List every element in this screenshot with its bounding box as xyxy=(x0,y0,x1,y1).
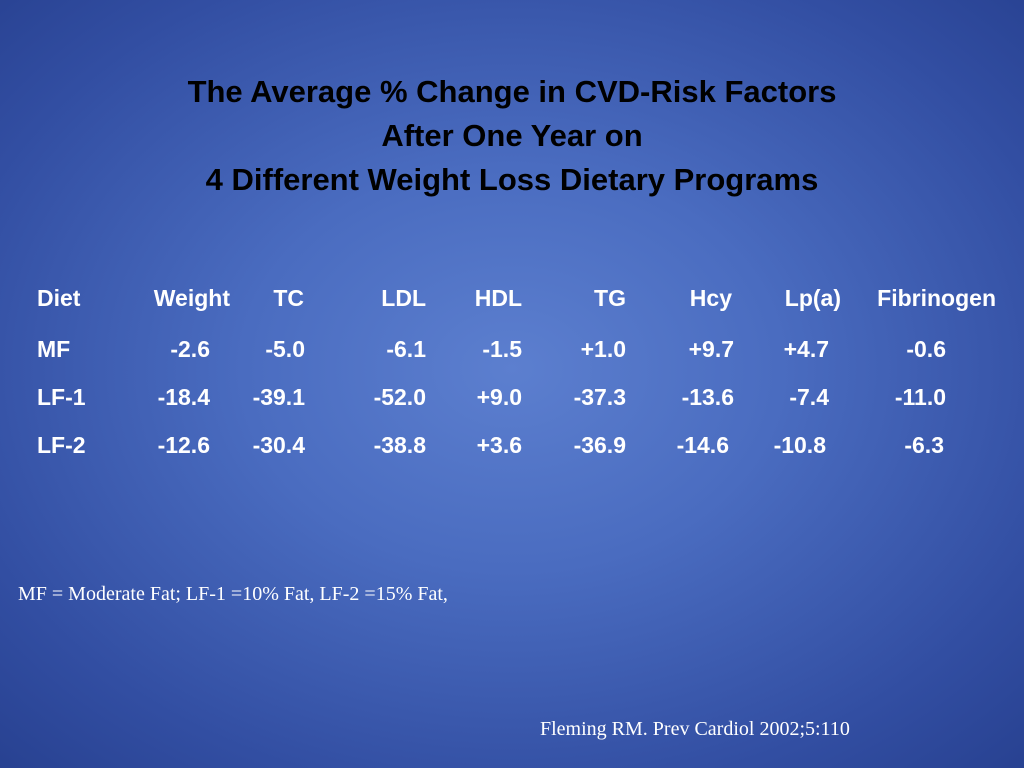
cell-hcy: -14.6 xyxy=(676,432,729,458)
abbreviation-footnote: MF = Moderate Fat; LF-1 =10% Fat, LF-2 =… xyxy=(18,583,448,605)
cell-hcy: -13.6 xyxy=(681,384,734,410)
header-hcy: Hcy xyxy=(689,285,732,311)
cell-ldl: -52.0 xyxy=(373,384,426,410)
header-tc: TC xyxy=(273,285,304,311)
header-ldl: LDL xyxy=(381,285,426,311)
cell-ldl: -38.8 xyxy=(373,432,426,458)
cell-tg: +1.0 xyxy=(580,336,626,362)
cell-weight: -12.6 xyxy=(157,432,210,458)
header-weight: Weight xyxy=(153,285,230,311)
cell-tc: -5.0 xyxy=(265,336,305,362)
cell-hdl: +3.6 xyxy=(476,432,522,458)
cell-weight: -2.6 xyxy=(170,336,210,362)
cell-diet: LF-1 xyxy=(37,384,86,410)
cell-hdl: -1.5 xyxy=(482,336,522,362)
cell-fibrinogen: -11.0 xyxy=(894,384,946,410)
cell-hdl: +9.0 xyxy=(476,384,522,410)
title-line-1: The Average % Change in CVD-Risk Factors xyxy=(187,74,837,109)
header-tg: TG xyxy=(594,285,626,311)
slide-title: The Average % Change in CVD-Risk Factors… xyxy=(0,70,1024,202)
cell-tc: -39.1 xyxy=(252,384,305,410)
header-fibrinogen: Fibrinogen xyxy=(877,285,996,311)
title-line-3: 4 Different Weight Loss Dietary Programs xyxy=(205,162,819,197)
cell-diet: MF xyxy=(37,336,71,362)
cell-tg: -37.3 xyxy=(573,384,626,410)
cell-hcy: +9.7 xyxy=(688,336,734,362)
title-line-2: After One Year on xyxy=(381,118,643,153)
source-citation: Fleming RM. Prev Cardiol 2002;5:110 xyxy=(540,718,850,740)
header-hdl: HDL xyxy=(474,285,522,311)
cell-tc: -30.4 xyxy=(252,432,305,458)
cell-fibrinogen: -0.6 xyxy=(906,336,946,362)
header-diet: Diet xyxy=(37,285,81,311)
header-lpa: Lp(a) xyxy=(784,285,841,311)
cell-diet: LF-2 xyxy=(37,432,86,458)
cell-lpa: -10.8 xyxy=(773,432,826,458)
cell-ldl: -6.1 xyxy=(386,336,426,362)
cell-weight: -18.4 xyxy=(157,384,210,410)
cell-fibrinogen: -6.3 xyxy=(904,432,944,458)
cell-tg: -36.9 xyxy=(573,432,626,458)
cell-lpa: +4.7 xyxy=(783,336,829,362)
cell-lpa: -7.4 xyxy=(789,384,829,410)
